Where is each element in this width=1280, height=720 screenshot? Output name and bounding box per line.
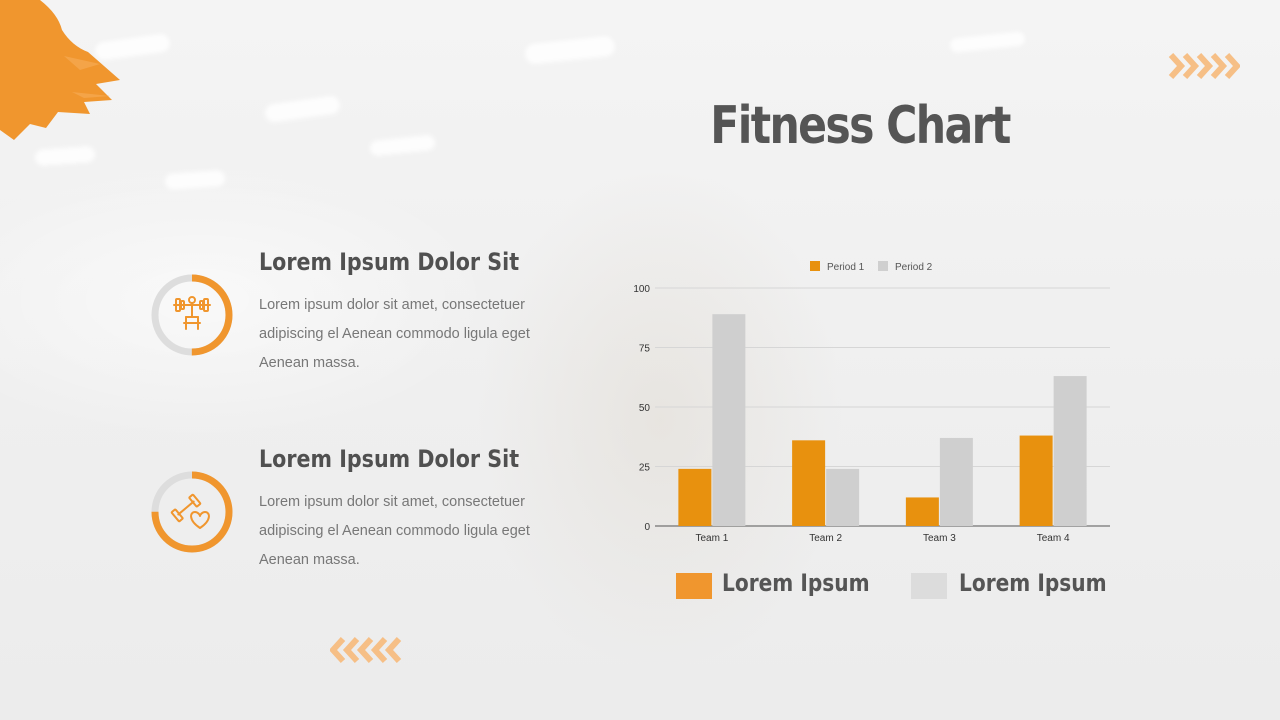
legend-swatch	[810, 261, 820, 271]
legend-label: Lorem Ipsum	[959, 569, 1107, 597]
bar	[1053, 376, 1087, 526]
y-tick-label: 0	[644, 522, 650, 533]
bar	[826, 468, 860, 526]
bar-chart: 0 25 50 75 100 Team 1 Team 2 Team 3 Team 4 Period…	[633, 261, 1110, 544]
legend-label: Period 1	[827, 262, 865, 273]
item-heading: Lorem Ipsum Dolor Sit	[259, 445, 520, 473]
legend-swatch	[676, 573, 712, 599]
legend-label: Lorem Ipsum	[722, 569, 870, 597]
item-body: Lorem ipsum dolor sit amet, consectetuer…	[259, 297, 530, 371]
y-tick-label: 50	[639, 403, 651, 414]
x-tick-label: Team 4	[1037, 533, 1070, 544]
bar	[678, 468, 712, 526]
bar	[712, 314, 746, 526]
progress-ring	[151, 274, 233, 356]
bar	[905, 497, 939, 526]
page-title: Fitness Chart	[710, 96, 1011, 156]
chevron-left-decoration-icon	[330, 636, 402, 664]
legend-label: Period 2	[895, 262, 933, 273]
progress-ring	[151, 471, 233, 553]
y-tick-label: 75	[639, 344, 651, 355]
paint-splash-decoration	[0, 0, 120, 140]
dumbbell-heart-icon	[170, 493, 210, 529]
y-tick-label: 100	[633, 284, 650, 295]
bar	[792, 440, 826, 526]
x-tick-label: Team 2	[809, 533, 842, 544]
legend-swatch	[911, 573, 947, 599]
x-tick-label: Team 3	[923, 533, 956, 544]
item-heading: Lorem Ipsum Dolor Sit	[259, 248, 520, 276]
bar	[939, 437, 973, 526]
item-body: Lorem ipsum dolor sit amet, consectetuer…	[259, 494, 530, 568]
chevron-right-decoration-icon	[1168, 52, 1240, 80]
y-tick-label: 25	[639, 463, 651, 474]
weightlifting-icon	[173, 296, 211, 330]
legend-swatch	[878, 261, 888, 271]
bar	[1019, 435, 1053, 526]
x-tick-label: Team 1	[695, 533, 728, 544]
